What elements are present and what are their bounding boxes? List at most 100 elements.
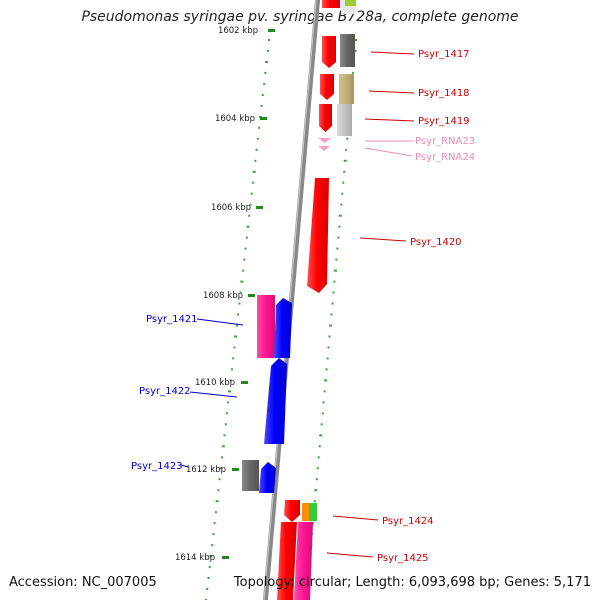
gc-dot (258, 126, 261, 129)
scale-label: 1608 kbp (203, 291, 243, 301)
gc-dot (221, 456, 224, 459)
gc-dot (235, 324, 238, 327)
scale-label: 1612 kbp (186, 465, 226, 475)
gc-dot (240, 280, 244, 283)
gc-dot (320, 423, 323, 426)
gc-dot (254, 159, 257, 162)
gc-dot (338, 214, 342, 217)
gene-label[interactable]: Psyr_RNA23 (415, 136, 475, 147)
gc-dot (346, 137, 349, 140)
gc-dot (266, 50, 269, 52)
gc-dot (215, 500, 219, 503)
gene-feature-psyr-1417[interactable] (322, 0, 356, 68)
gc-dot (224, 423, 227, 426)
gc-dot (324, 379, 328, 382)
gc-dot (345, 148, 348, 151)
gene-label[interactable]: Psyr_1421 (146, 314, 198, 325)
gene-feature-psyr-1422[interactable] (264, 358, 287, 444)
gc-dot (317, 456, 320, 459)
gc-dot (245, 236, 248, 239)
gene-label[interactable]: Psyr_RNA24 (415, 152, 475, 163)
gc-dot (264, 71, 267, 74)
gc-dot (322, 401, 325, 404)
gc-dot (226, 412, 228, 415)
gc-dot (268, 39, 270, 41)
gc-dot (333, 280, 336, 283)
gc-dot (340, 203, 343, 206)
gene-feature-psyr-1424[interactable] (284, 500, 317, 522)
gc-dot (212, 533, 215, 536)
gc-dot (355, 39, 357, 41)
genome-backbone-highlight (263, 0, 317, 600)
gc-dot (328, 335, 331, 338)
gc-dot (333, 269, 337, 272)
gc-dot (250, 192, 253, 195)
gc-dot (233, 346, 236, 349)
gc-dot (255, 148, 258, 151)
gc-dot (228, 390, 231, 393)
gc-dot (319, 434, 323, 437)
gc-dot (217, 489, 220, 492)
gene-label[interactable]: Psyr_1423 (131, 461, 183, 472)
gc-dot (265, 61, 268, 63)
scale-label: 1610 kbp (195, 378, 235, 388)
gc-dot (261, 93, 264, 96)
gene-label[interactable]: Psyr_1420 (410, 237, 462, 248)
gc-dot (318, 445, 321, 448)
gene-label[interactable]: Psyr_1417 (418, 49, 470, 60)
gene-feature-psyr-rna24[interactable] (318, 146, 330, 151)
gc-dot (209, 555, 213, 558)
scale-label: 1614 kbp (175, 553, 215, 563)
gc-dot (256, 137, 259, 140)
gc-dot (314, 489, 318, 492)
gc-dot (323, 390, 326, 393)
gc-dot (238, 302, 241, 305)
gc-dot (223, 434, 226, 437)
gc-dot (211, 544, 214, 547)
gene-label[interactable]: Psyr_1424 (382, 516, 434, 527)
gc-dot (327, 346, 330, 349)
gc-dot (263, 82, 266, 85)
gc-dot (260, 104, 263, 107)
gene-label[interactable]: Psyr_1418 (418, 88, 470, 99)
scale-label: 1604 kbp (215, 114, 255, 124)
gc-dot (331, 302, 334, 305)
gc-dot (343, 170, 346, 173)
gene-feature-psyr-1420[interactable] (307, 178, 329, 293)
gc-dot (239, 291, 242, 294)
scale-ticks (222, 29, 275, 559)
gc-dot (315, 478, 318, 481)
gene-label[interactable]: Psyr_1419 (418, 116, 470, 127)
map-title: Pseudomonas syringae pv. syringae B728a,… (81, 9, 519, 25)
gene-label[interactable]: Psyr_1422 (139, 386, 191, 397)
gc-dot (338, 225, 341, 228)
gc-dot (232, 357, 235, 360)
gc-ring-outer (205, 39, 270, 600)
scale-label: 1602 kbp (218, 26, 258, 36)
gc-dot (251, 181, 254, 184)
gene-feature-psyr-1425[interactable] (277, 522, 313, 600)
gc-dot (229, 379, 232, 382)
scale-label: 1606 kbp (211, 203, 251, 213)
gc-dot (249, 203, 252, 206)
gc-dot (325, 368, 328, 371)
gc-dot (227, 401, 230, 404)
gc-dot (316, 467, 319, 470)
gene-feature-psyr-1423[interactable] (242, 460, 276, 493)
gene-feature-psyr-rna23[interactable] (318, 138, 331, 143)
gene-label[interactable]: Psyr_1425 (377, 553, 429, 564)
gc-dot (248, 214, 251, 217)
genome-backbone (262, 0, 321, 600)
gc-dot (242, 269, 245, 272)
gene-feature-psyr-1418[interactable] (320, 74, 354, 104)
gc-dot (332, 291, 335, 294)
gc-dot (208, 566, 211, 569)
gc-dot (237, 313, 240, 316)
gc-dot (329, 324, 332, 327)
gc-dot (342, 181, 345, 184)
gene-feature-psyr-1419[interactable] (319, 104, 352, 136)
gc-dot (337, 236, 340, 239)
gene-feature-psyr-1421[interactable] (257, 295, 292, 358)
genome-stats-text: Topology: circular; Length: 6,093,698 bp… (233, 575, 591, 590)
